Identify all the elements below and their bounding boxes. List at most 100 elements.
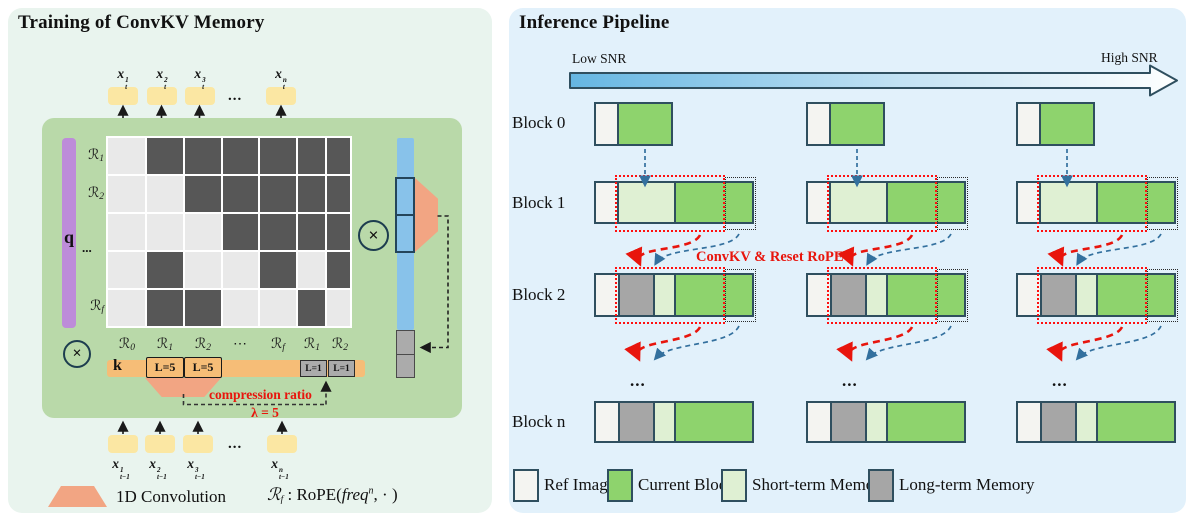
visible-cell [147, 214, 183, 250]
left-panel-title: Training of ConvKV Memory [18, 12, 265, 33]
legend-label: Ref Image [544, 475, 616, 494]
segment-ref [596, 183, 617, 222]
bar-block2 [1016, 273, 1176, 317]
bar-block2 [594, 273, 754, 317]
convkv-region-box [1037, 175, 1147, 232]
token-label: x 2 t−1 [149, 456, 167, 481]
shortterm-region-box [937, 177, 968, 230]
segment-current [1096, 183, 1174, 222]
bar-block0 [1016, 102, 1095, 146]
segment-ref [1018, 275, 1040, 315]
visible-cell [147, 176, 183, 212]
segment-current [886, 403, 964, 441]
legend-label: Long-term Memory [899, 475, 1035, 494]
visible-cell [108, 214, 145, 250]
legend-swatch-long [868, 469, 894, 502]
matrix-col-label: ℛ0 [119, 337, 135, 353]
bar-block1 [1016, 181, 1176, 224]
visible-cell [223, 290, 258, 326]
value-segment-outlined [395, 214, 415, 253]
q-label: q [63, 227, 74, 247]
masked-cell [260, 138, 296, 174]
block-label: Block 2 [512, 285, 566, 304]
conv-window-box: L=5 [184, 357, 222, 378]
masked-cell [147, 290, 183, 326]
attention-mask-matrix [106, 136, 352, 328]
shortterm-region-box [937, 269, 968, 322]
convkv-region-box [615, 267, 725, 324]
segment-long [830, 275, 865, 315]
masked-cell [327, 138, 350, 174]
masked-cell [298, 290, 325, 326]
token-label: x n t−1 [271, 456, 289, 481]
segment-current [886, 183, 964, 222]
masked-cell [185, 176, 221, 212]
legend-swatch-ref [513, 469, 539, 502]
legend-conv-label: 1D Convolution [116, 487, 227, 506]
masked-cell [147, 252, 183, 288]
segment-ref [808, 104, 829, 144]
matrix-row-label: ℛf [90, 299, 104, 315]
convkv-region-box [615, 175, 725, 232]
masked-cell [298, 214, 325, 250]
segment-ref [808, 403, 830, 441]
masked-cell [298, 138, 325, 174]
segment-short [865, 403, 886, 441]
token-box [147, 87, 177, 105]
bar-blockn [1016, 401, 1176, 443]
masked-cell [260, 214, 296, 250]
segment-short [865, 275, 886, 315]
masked-cell [327, 252, 350, 288]
compressed-memory-box: L=1 [300, 360, 327, 377]
convkv-region-box [827, 267, 937, 324]
token-box [108, 435, 138, 453]
segment-ref [808, 183, 829, 222]
legend-label: Short-term Memory [752, 475, 889, 494]
masked-cell [223, 214, 258, 250]
compression-ratio-label: compression ratio [209, 387, 312, 402]
shortterm-region-box [1147, 269, 1178, 322]
bar-block1 [594, 181, 754, 224]
token-box [145, 435, 175, 453]
bar-blockn [806, 401, 966, 443]
token-box [183, 435, 213, 453]
segment-current [674, 275, 752, 315]
segment-ref [596, 403, 618, 441]
memory-segment-gray [396, 354, 415, 378]
legend-swatch-short [721, 469, 747, 502]
masked-cell [298, 176, 325, 212]
query-bar [62, 138, 76, 328]
token-label: x 1 t−1 [112, 456, 130, 481]
segment-short [829, 183, 886, 222]
convkv-reset-rope-label: ConvKV & Reset RoPE [696, 249, 844, 265]
segment-ref [1018, 183, 1039, 222]
compressed-memory-box: L=1 [328, 360, 355, 377]
segment-long [1040, 403, 1075, 441]
bar-block2 [806, 273, 966, 317]
block-label: Block 0 [512, 113, 566, 132]
lambda-label: λ = 5 [251, 405, 279, 420]
column-ellipsis: ... [842, 371, 858, 390]
segment-long [618, 403, 653, 441]
segment-short [1075, 275, 1096, 315]
segment-long [618, 275, 653, 315]
segment-short [1075, 403, 1096, 441]
bottom-token-ellipsis: ... [228, 436, 243, 452]
visible-cell [260, 290, 296, 326]
masked-cell [185, 138, 221, 174]
segment-current [1039, 104, 1093, 144]
segment-current [1096, 403, 1174, 441]
memory-segment-gray [396, 330, 415, 356]
masked-cell [327, 176, 350, 212]
visible-cell [108, 252, 145, 288]
segment-ref [1018, 403, 1040, 441]
block-label: Block n [512, 412, 566, 431]
legend-conv-trapezoid [48, 486, 107, 507]
column-ellipsis: ... [630, 371, 646, 390]
visible-cell [327, 290, 350, 326]
bar-block1 [806, 181, 966, 224]
masked-cell [185, 290, 221, 326]
